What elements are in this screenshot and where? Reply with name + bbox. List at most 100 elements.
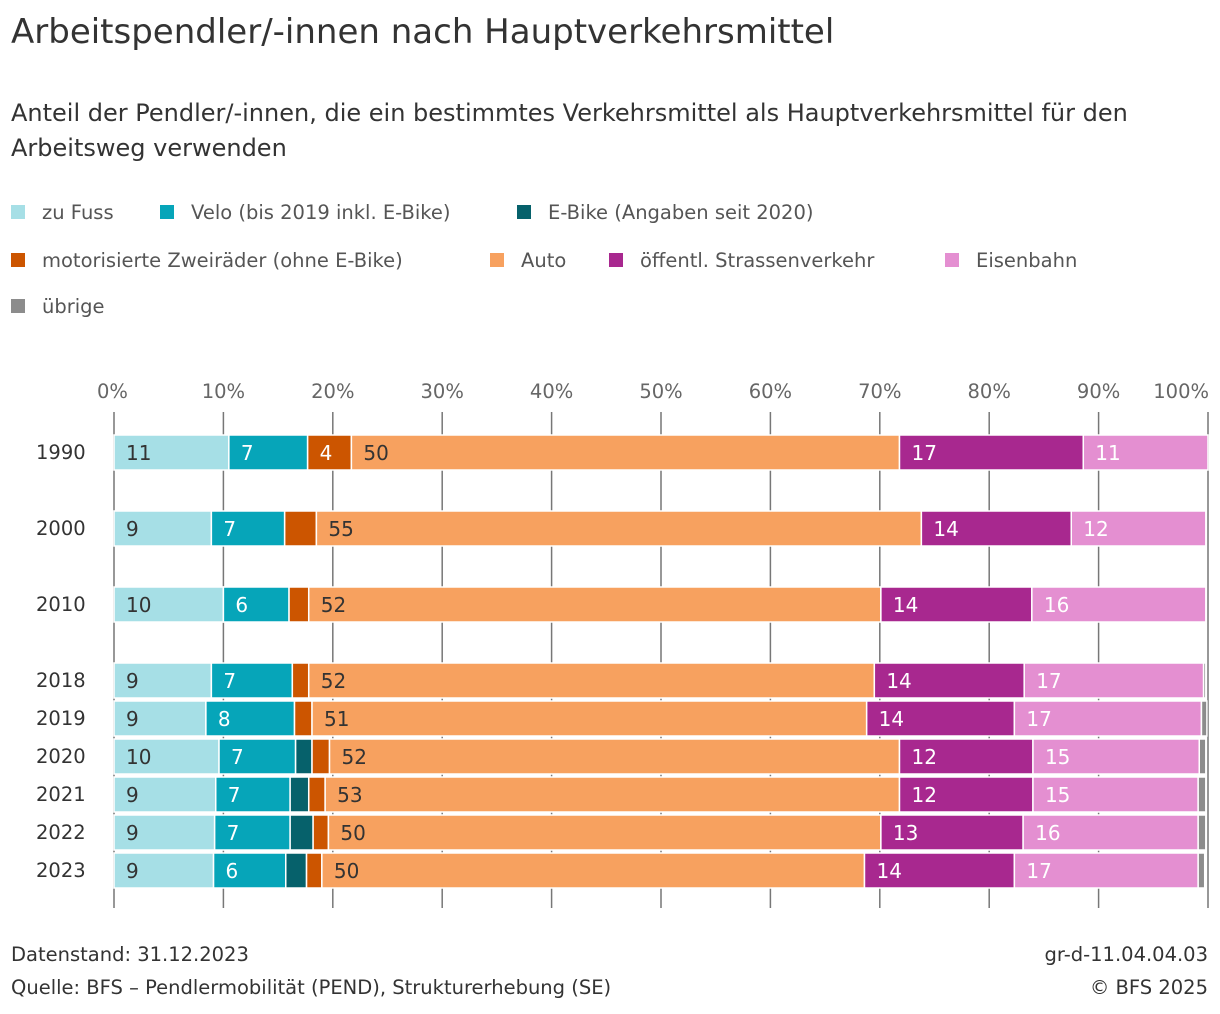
bar-segment (321, 852, 866, 889)
bar-segment (210, 662, 294, 699)
data-label: 7 (223, 669, 236, 693)
data-label: 13 (893, 821, 918, 845)
y-tick-label: 2010 (36, 593, 86, 616)
bar-segment (113, 738, 220, 775)
footer-left: Datenstand: 31.12.2023 Quelle: BFS – Pen… (11, 938, 611, 1004)
bar-segment (863, 852, 1016, 889)
bar-segment (328, 738, 901, 775)
legend-label: übrige (42, 295, 105, 318)
data-label: 9 (126, 783, 139, 807)
bar-segment (289, 776, 310, 813)
data-label: 8 (218, 707, 231, 731)
data-label: 50 (334, 859, 359, 883)
x-tick-label: 80% (968, 380, 1011, 403)
data-label: 53 (337, 783, 362, 807)
data-label: 52 (342, 745, 367, 769)
bar-segment (315, 510, 923, 547)
data-label: 11 (1095, 441, 1120, 465)
legend-label: E-Bike (Angaben seit 2020) (548, 201, 813, 224)
bar-segment (307, 776, 326, 813)
data-label: 15 (1045, 745, 1070, 769)
bar-segment (212, 852, 287, 889)
legend-swatch (517, 205, 531, 219)
footer-right: gr-d-11.04.04.03 © BFS 2025 (1045, 938, 1208, 1004)
bar-segment (898, 434, 1085, 471)
data-label: 12 (911, 745, 936, 769)
data-label: 17 (911, 441, 936, 465)
data-label: 51 (324, 707, 349, 731)
bar-segment (1031, 586, 1207, 623)
data-label: 6 (235, 593, 248, 617)
y-tick-label: 2021 (36, 783, 86, 806)
y-tick-label: 2018 (36, 669, 86, 692)
bar-segment (327, 814, 882, 851)
bar-segment (214, 776, 291, 813)
data-label: 52 (321, 593, 346, 617)
x-tick-label: 40% (530, 380, 573, 403)
bar-segment (1032, 776, 1199, 813)
data-status: Datenstand: 31.12.2023 (11, 943, 249, 966)
y-tick-label: 1990 (36, 441, 86, 464)
data-label: 12 (911, 783, 936, 807)
bar-segment (1013, 700, 1203, 737)
y-tick-label: 2022 (36, 821, 86, 844)
bar-segment (113, 434, 230, 471)
data-label: 9 (126, 859, 139, 883)
data-label: 15 (1045, 783, 1070, 807)
bar-segment (306, 434, 353, 471)
x-tick-label: 70% (858, 380, 901, 403)
x-tick-label: 20% (311, 380, 354, 403)
bar-segment (113, 776, 217, 813)
data-label: 7 (223, 517, 236, 541)
data-label: 16 (1035, 821, 1060, 845)
bar-segment (873, 662, 1025, 699)
legend-swatch (11, 205, 25, 219)
chart-subtitle: Anteil der Pendler/-innen, die ein besti… (11, 99, 1128, 162)
data-label: 17 (1026, 707, 1051, 731)
bar-segment (305, 852, 323, 889)
bar-segment (1197, 776, 1207, 813)
bar-segment (289, 814, 314, 851)
bar-segment (324, 776, 901, 813)
bar-segment (285, 852, 308, 889)
bar-segment (1197, 852, 1206, 889)
data-label: 14 (876, 859, 901, 883)
legend-swatch (11, 299, 25, 313)
data-label: 17 (1026, 859, 1051, 883)
legend-swatch (490, 253, 504, 267)
data-label: 7 (231, 745, 244, 769)
bars: 11 7 4 50 17 11 9 7 55 14 12 10 6 52 14 16 9 7 52 14 17 9 8 51 1… (113, 434, 1209, 889)
x-tick-label: 10% (202, 380, 245, 403)
legend-swatch (11, 253, 25, 267)
data-label: 10 (126, 593, 151, 617)
x-tick-label: 100% (1153, 380, 1209, 403)
data-label: 6 (226, 859, 239, 883)
data-label: 52 (321, 669, 346, 693)
data-label: 14 (886, 669, 911, 693)
bar-segment (1082, 434, 1209, 471)
data-label: 9 (126, 669, 139, 693)
bar-segment (1198, 738, 1207, 775)
x-axis-ticks: 0% 10% 20% 30% 40% 50% 60% 70% 80% 90% 100% (97, 380, 1209, 403)
bar-segment (307, 662, 876, 699)
y-tick-label: 2000 (36, 517, 86, 540)
x-tick-label: 50% (639, 380, 682, 403)
bar-segment (311, 700, 868, 737)
bar-segment (1202, 662, 1207, 699)
y-axis-labels: 1990 2000 2010 2018 2019 2020 2021 2022 2023 (36, 441, 86, 882)
bar-segment (920, 510, 1073, 547)
data-label: 9 (126, 517, 139, 541)
bar-segment (307, 586, 882, 623)
data-label: 4 (320, 441, 333, 465)
legend-swatch (945, 253, 959, 267)
data-label: 50 (340, 821, 365, 845)
legend-label: motorisierte Zweiräder (ohne E-Bike) (42, 249, 403, 272)
y-tick-label: 2023 (36, 859, 86, 882)
legend-swatch (609, 253, 623, 267)
bar-segment (293, 700, 313, 737)
legend-label: öffentl. Strassenverkehr (640, 249, 875, 272)
bar-segment (311, 738, 331, 775)
bar-segment (1070, 510, 1207, 547)
chart-title: Arbeitspendler/-innen nach Hauptverkehrs… (11, 12, 835, 52)
bar-segment (283, 510, 318, 547)
